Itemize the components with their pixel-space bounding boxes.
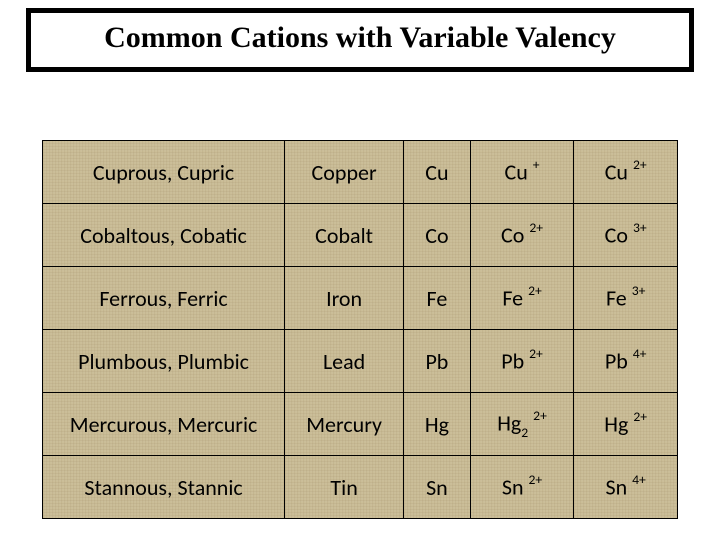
element-name: Mercury	[285, 393, 404, 456]
table-row: Cuprous, CupricCopperCuCu +Cu 2+	[43, 141, 678, 204]
title-container: Common Cations with Variable Valency	[26, 8, 694, 72]
lower-valency-ion: Hg2 2+	[470, 393, 574, 456]
ion-base: Sn	[502, 474, 524, 501]
higher-valency-ion: Sn 4+	[574, 456, 678, 519]
lower-valency-ion: Cu +	[470, 141, 574, 204]
table-row: Plumbous, PlumbicLeadPbPb 2+Pb 4+	[43, 330, 678, 393]
ion-superscript: 4+	[633, 345, 647, 362]
higher-valency-ion: Co 3+	[574, 204, 678, 267]
ion-superscript: 3+	[632, 282, 646, 299]
cation-names: Cobaltous, Cobatic	[43, 204, 285, 267]
cation-names: Stannous, Stannic	[43, 456, 285, 519]
lower-valency-ion: Co 2+	[470, 204, 574, 267]
element-name: Cobalt	[285, 204, 404, 267]
cation-names: Plumbous, Plumbic	[43, 330, 285, 393]
ion-superscript: 2+	[529, 345, 543, 362]
ion-subscript: 2	[521, 424, 528, 441]
element-symbol: Fe	[404, 267, 471, 330]
element-name: Tin	[285, 456, 404, 519]
ion-base: Sn	[606, 474, 628, 501]
lower-valency-ion: Sn 2+	[470, 456, 574, 519]
element-symbol: Co	[404, 204, 471, 267]
element-symbol: Hg	[404, 393, 471, 456]
ion-superscript: 2+	[529, 471, 543, 488]
cation-names: Cuprous, Cupric	[43, 141, 285, 204]
ion-base: Fe	[606, 285, 627, 312]
ion-base: Fe	[502, 285, 523, 312]
higher-valency-ion: Pb 4+	[574, 330, 678, 393]
higher-valency-ion: Fe 3+	[574, 267, 678, 330]
element-name: Iron	[285, 267, 404, 330]
ion-base: Hg	[497, 409, 521, 436]
ion-superscript: 2+	[528, 282, 542, 299]
ion-base: Pb	[501, 348, 524, 375]
ion-base: Co	[605, 222, 628, 249]
higher-valency-ion: Hg 2+	[574, 393, 678, 456]
ion-base: Hg	[604, 411, 628, 438]
element-symbol: Sn	[404, 456, 471, 519]
ion-superscript: +	[533, 156, 540, 173]
higher-valency-ion: Cu 2+	[574, 141, 678, 204]
ion-base: Cu	[605, 159, 628, 186]
cation-names: Ferrous, Ferric	[43, 267, 285, 330]
ion-superscript: 2+	[633, 156, 647, 173]
element-symbol: Pb	[404, 330, 471, 393]
cation-table-container: Cuprous, CupricCopperCuCu +Cu 2+Cobaltou…	[42, 140, 678, 519]
table-row: Stannous, StannicTinSnSn 2+Sn 4+	[43, 456, 678, 519]
ion-base: Cu	[505, 159, 528, 186]
element-symbol: Cu	[404, 141, 471, 204]
cation-names: Mercurous, Mercuric	[43, 393, 285, 456]
table-row: Mercurous, MercuricMercuryHgHg2 2+Hg 2+	[43, 393, 678, 456]
ion-superscript: 2+	[633, 408, 647, 425]
cation-table: Cuprous, CupricCopperCuCu +Cu 2+Cobaltou…	[42, 140, 678, 519]
element-name: Lead	[285, 330, 404, 393]
lower-valency-ion: Pb 2+	[470, 330, 574, 393]
element-name: Copper	[285, 141, 404, 204]
table-row: Cobaltous, CobaticCobaltCoCo 2+Co 3+	[43, 204, 678, 267]
ion-base: Co	[501, 222, 524, 249]
page-title: Common Cations with Variable Valency	[41, 21, 679, 55]
lower-valency-ion: Fe 2+	[470, 267, 574, 330]
ion-superscript: 4+	[632, 471, 646, 488]
ion-superscript: 3+	[633, 219, 647, 236]
ion-superscript: 2+	[533, 407, 547, 424]
ion-superscript: 2+	[529, 219, 543, 236]
table-row: Ferrous, FerricIronFeFe 2+Fe 3+	[43, 267, 678, 330]
ion-base: Pb	[605, 348, 628, 375]
